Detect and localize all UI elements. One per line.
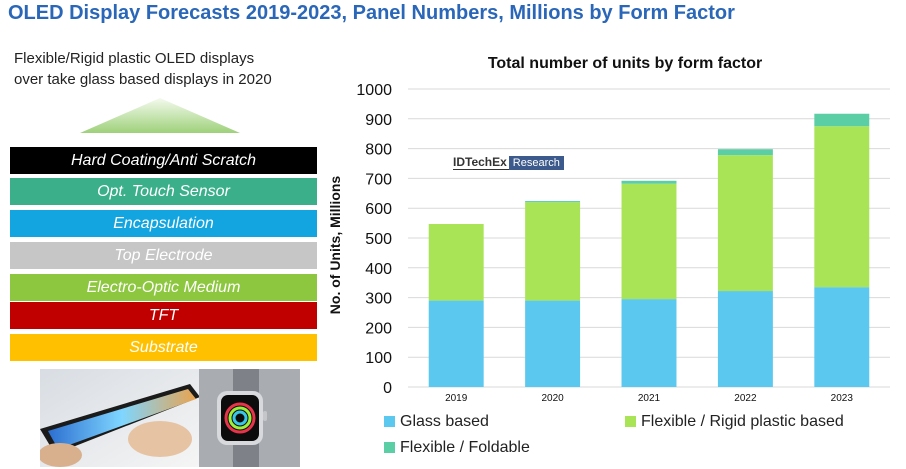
- bar-2021-series-2: [621, 180, 677, 184]
- y-tick-label: 300: [365, 291, 392, 308]
- bar-2020-series-1: [525, 202, 581, 301]
- subtitle-line-1: Flexible/Rigid plastic OLED displays: [14, 50, 255, 67]
- legend-label-flexible-rigid: Flexible / Rigid plastic based: [641, 413, 844, 430]
- bar-2023-series-2: [814, 113, 870, 127]
- x-tick-label: 2021: [638, 393, 661, 404]
- bar-2023-series-1: [814, 126, 870, 288]
- x-tick-label: 2019: [445, 393, 468, 404]
- y-tick-label: 500: [365, 231, 392, 248]
- layer-touch-sensor: Opt. Touch Sensor: [10, 178, 317, 205]
- chart: Total number of units by form factor 0 10…: [327, 55, 890, 404]
- y-tick-label: 900: [365, 112, 392, 129]
- up-arrow-icon: [80, 98, 240, 133]
- legend-glass: Glass based: [384, 413, 489, 431]
- bar-2019-series-1: [428, 223, 484, 301]
- bar-2021-series-1: [621, 183, 677, 300]
- chart-title: Total number of units by form factor: [488, 55, 762, 72]
- bar-2022-series-2: [717, 149, 773, 156]
- layer-electro-optic: Electro-Optic Medium: [10, 274, 317, 301]
- subtitle: Flexible/Rigid plastic OLED displays ove…: [14, 48, 272, 90]
- idtechex-watermark: IDTechEx Research: [453, 155, 564, 170]
- legend-foldable: Flexible / Foldable: [384, 439, 530, 457]
- legend-label-foldable: Flexible / Foldable: [400, 439, 530, 456]
- x-tick-label: 2023: [831, 393, 854, 404]
- y-tick-label: 200: [365, 320, 392, 337]
- y-axis-label: No. of Units, Millions: [327, 176, 343, 315]
- bar-2020-series-0: [525, 300, 581, 387]
- bar-2021-series-0: [621, 299, 677, 387]
- subtitle-line-2: over take glass based displays in 2020: [14, 71, 272, 88]
- legend-label-glass: Glass based: [400, 413, 489, 430]
- layer-encapsulation: Encapsulation: [10, 210, 317, 237]
- bar-2022-series-1: [717, 155, 773, 292]
- y-tick-label: 700: [365, 171, 392, 188]
- y-tick-label: 100: [365, 350, 392, 367]
- page-title: OLED Display Forecasts 2019-2023, Panel …: [8, 2, 735, 24]
- smartwatch-image: [199, 369, 300, 467]
- y-tick-label: 400: [365, 261, 392, 278]
- y-tick-label: 0: [383, 380, 392, 397]
- bar-2022-series-0: [717, 291, 773, 387]
- layer-tft: TFT: [10, 302, 317, 329]
- legend-swatch-foldable: [384, 442, 395, 453]
- bar-2020-series-2: [525, 201, 581, 203]
- y-tick-label: 800: [365, 142, 392, 159]
- legend-swatch-flexible-rigid: [625, 416, 636, 427]
- y-tick-label: 1000: [356, 82, 392, 99]
- y-tick-label: 600: [365, 201, 392, 218]
- legend-swatch-glass: [384, 416, 395, 427]
- curved-phone-image: [40, 369, 200, 467]
- x-tick-label: 2022: [734, 393, 757, 404]
- x-tick-label: 2020: [541, 393, 564, 404]
- layer-substrate: Substrate: [10, 334, 317, 361]
- bar-2023-series-0: [814, 287, 870, 387]
- watermark-tag: Research: [508, 156, 564, 170]
- bar-2019-series-0: [428, 300, 484, 387]
- layer-hard-coating: Hard Coating/Anti Scratch: [10, 147, 317, 174]
- watermark-brand: IDTechEx: [453, 155, 509, 170]
- layer-top-electrode: Top Electrode: [10, 242, 317, 269]
- legend-flexible-rigid: Flexible / Rigid plastic based: [625, 413, 844, 431]
